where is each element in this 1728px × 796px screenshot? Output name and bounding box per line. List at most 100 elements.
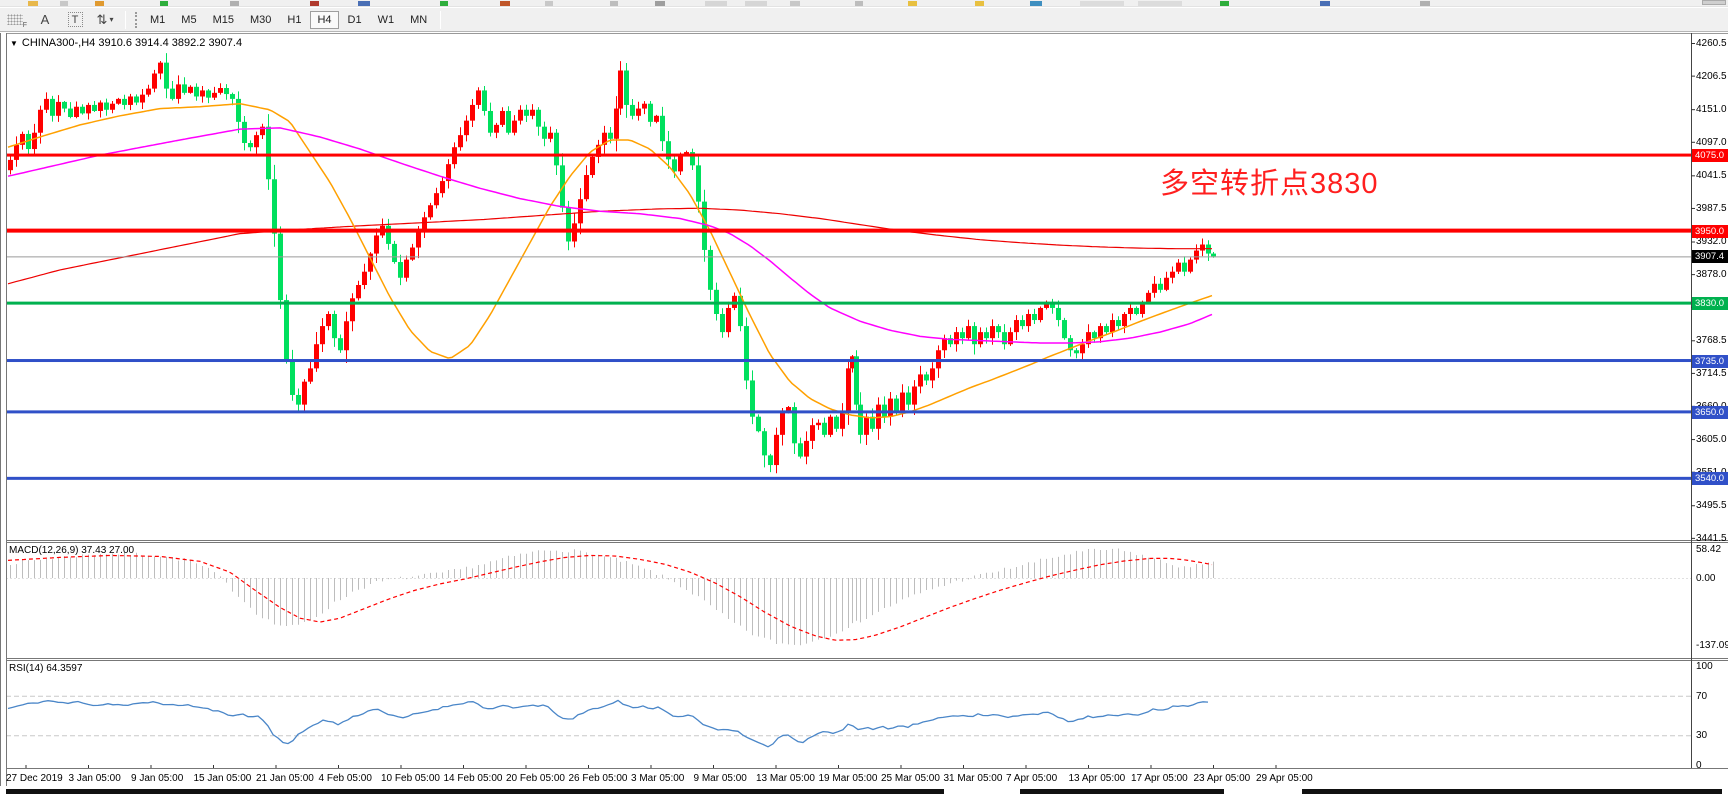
time-axis-label: 13 Apr 05:00 — [1068, 773, 1126, 784]
cut-off-icon-fragment — [545, 1, 553, 6]
time-axis-label: 23 Apr 05:00 — [1193, 773, 1251, 784]
cut-off-icon-fragment — [655, 1, 665, 6]
price-axis: 4260.5 4206.5 4151.0 4097.0 4041.5 3987.5 3932… — [1692, 33, 1728, 796]
time-axis-label: 27 Dec 2019 — [6, 773, 63, 784]
hline-price-label: 3735.0 — [1692, 354, 1728, 368]
timeframe-button-d1[interactable]: D1 — [347, 13, 362, 26]
mini-scrollbar[interactable] — [1702, 0, 1726, 5]
time-axis-label: 3 Mar 05:00 — [631, 773, 685, 784]
chart-ohlc-text: CHINA300-,H4 3910.6 3914.4 3892.2 3907.4 — [21, 37, 243, 49]
price-tick-label: 4097.0 — [1696, 136, 1727, 148]
cut-off-icon-fragment — [1320, 1, 1330, 6]
cut-off-icon-fragment — [790, 1, 800, 6]
cut-off-icon-fragment — [705, 1, 727, 6]
cut-off-icon-fragment — [1080, 1, 1124, 6]
toolbar-drag-handle[interactable] — [135, 11, 138, 28]
timeframe-button-mn[interactable]: MN — [410, 13, 428, 26]
timeframe-button-m5[interactable]: M5 — [181, 13, 197, 26]
toolbar: F A T ⇅ ▾ M1 M5 M15 M30 H1 H4 D1 W1 MN — [0, 8, 1728, 32]
window-left-frame — [0, 33, 7, 796]
time-axis-label: 26 Feb 05:00 — [568, 773, 628, 784]
cut-off-icon-fragment — [60, 1, 68, 6]
cut-off-icon-fragment — [230, 1, 239, 6]
collapse-indicator-icon[interactable]: ▼ — [10, 39, 18, 48]
cycle-arrows-button[interactable]: ⇅ ▾ — [93, 10, 117, 30]
timeframe-button-m30[interactable]: M30 — [249, 13, 272, 26]
cut-off-icon-fragment — [500, 1, 510, 6]
timeframe-button-w1[interactable]: W1 — [377, 13, 395, 26]
toolbar-separator — [440, 10, 442, 29]
rsi-scale-label: 30 — [1696, 730, 1708, 742]
time-axis-label: 3 Jan 05:00 — [68, 773, 121, 784]
macd-indicator-label: MACD(12,26,9) 37.43 27.00 — [9, 545, 135, 556]
timeframe-button-m1[interactable]: M1 — [150, 13, 166, 26]
cut-off-icon-fragment — [745, 1, 767, 6]
toolbar-separator — [125, 10, 126, 29]
time-axis-label: 13 Mar 05:00 — [756, 773, 815, 784]
grid-handle-icon: F — [7, 14, 27, 29]
cut-off-icon-fragment — [1420, 1, 1430, 6]
bottom-window-edge — [0, 786, 1728, 796]
price-tick-label: 3441.5 — [1696, 532, 1727, 544]
price-tick-label: 3605.0 — [1696, 434, 1727, 446]
text-tool-button[interactable]: T — [63, 10, 87, 30]
time-axis-label: 7 Apr 05:00 — [1006, 773, 1058, 784]
macd-scale-label: 0.00 — [1696, 573, 1716, 584]
cut-off-icon-fragment — [160, 1, 168, 6]
cut-off-icon-fragment — [28, 1, 38, 6]
price-tick-label: 3551.0 — [1696, 467, 1727, 478]
hline-price-label: 3540.0 — [1692, 472, 1728, 486]
cut-off-icon-fragment — [95, 1, 104, 6]
cut-off-icon-fragment — [1220, 1, 1229, 6]
cut-off-icon-fragment — [610, 1, 618, 6]
hline-price-label: 3950.0 — [1692, 224, 1728, 238]
price-tick-label: 3495.5 — [1696, 500, 1727, 512]
time-axis-label: 29 Apr 05:00 — [1256, 773, 1313, 784]
time-axis-label: 20 Feb 05:00 — [506, 773, 565, 784]
price-tick-label: 3987.5 — [1696, 202, 1727, 214]
time-axis-label: 4 Feb 05:00 — [318, 773, 372, 784]
hline-price-label: 4075.0 — [1692, 149, 1728, 163]
timeframe-button-h4[interactable]: H4 — [310, 10, 339, 29]
dock-letter: F — [22, 22, 27, 29]
price-tick-label: 4041.5 — [1696, 170, 1727, 182]
timeframe-button-m15[interactable]: M15 — [212, 13, 234, 26]
hline-price-label: 3830.0 — [1692, 297, 1728, 311]
price-tick-label: 4206.5 — [1696, 70, 1727, 82]
price-tick-label: 3878.0 — [1696, 269, 1727, 281]
time-axis-label: 14 Feb 05:00 — [443, 773, 503, 784]
hline-price-label: 3650.0 — [1692, 405, 1728, 419]
cut-off-icon-fragment — [1030, 1, 1042, 6]
time-axis-label: 10 Feb 05:00 — [381, 773, 440, 784]
time-axis-label: 19 Mar 05:00 — [818, 773, 878, 784]
cut-off-icon-fragment — [358, 1, 370, 6]
rsi-scale-label: 70 — [1696, 690, 1708, 702]
cut-off-icon-fragment — [440, 1, 448, 6]
chart-canvas[interactable] — [0, 33, 1728, 796]
label-tool-button[interactable]: A — [33, 10, 57, 30]
cut-off-icon-fragment — [855, 1, 863, 6]
time-axis-label: 17 Apr 05:00 — [1131, 773, 1188, 784]
bid-price-label: 3907.4 — [1692, 250, 1728, 264]
price-tick-label: 3768.5 — [1696, 335, 1727, 347]
macd-scale-label: -137.09 — [1696, 640, 1728, 652]
rsi-scale-label: 0 — [1696, 760, 1702, 771]
window-edge-segment — [1020, 789, 1224, 794]
window-edge-segment — [1302, 789, 1722, 794]
time-axis-label: 31 Mar 05:00 — [943, 773, 1003, 784]
chevron-down-icon: ▾ — [109, 15, 114, 24]
price-tick-label: 4151.0 — [1696, 104, 1727, 116]
chart-window: ▼ CHINA300-,H4 3910.6 3914.4 3892.2 3907.… — [0, 33, 1728, 796]
cut-off-icon-fragment — [908, 1, 917, 6]
rsi-scale-label: 100 — [1696, 661, 1713, 672]
macd-scale-label: 58.42 — [1696, 544, 1722, 556]
rsi-indicator-label: RSI(14) 64.3597 — [9, 663, 83, 674]
window-top-icons-strip — [0, 0, 1728, 7]
label-tool-glyph: A — [40, 12, 50, 27]
price-tick-label: 3932.0 — [1696, 236, 1727, 248]
time-axis-label: 9 Mar 05:00 — [693, 773, 747, 784]
dock-handle-icon[interactable]: F — [3, 10, 27, 30]
timeframe-button-h1[interactable]: H1 — [287, 13, 302, 26]
chart-text-annotation[interactable]: 多空转折点3830 — [1160, 168, 1379, 200]
